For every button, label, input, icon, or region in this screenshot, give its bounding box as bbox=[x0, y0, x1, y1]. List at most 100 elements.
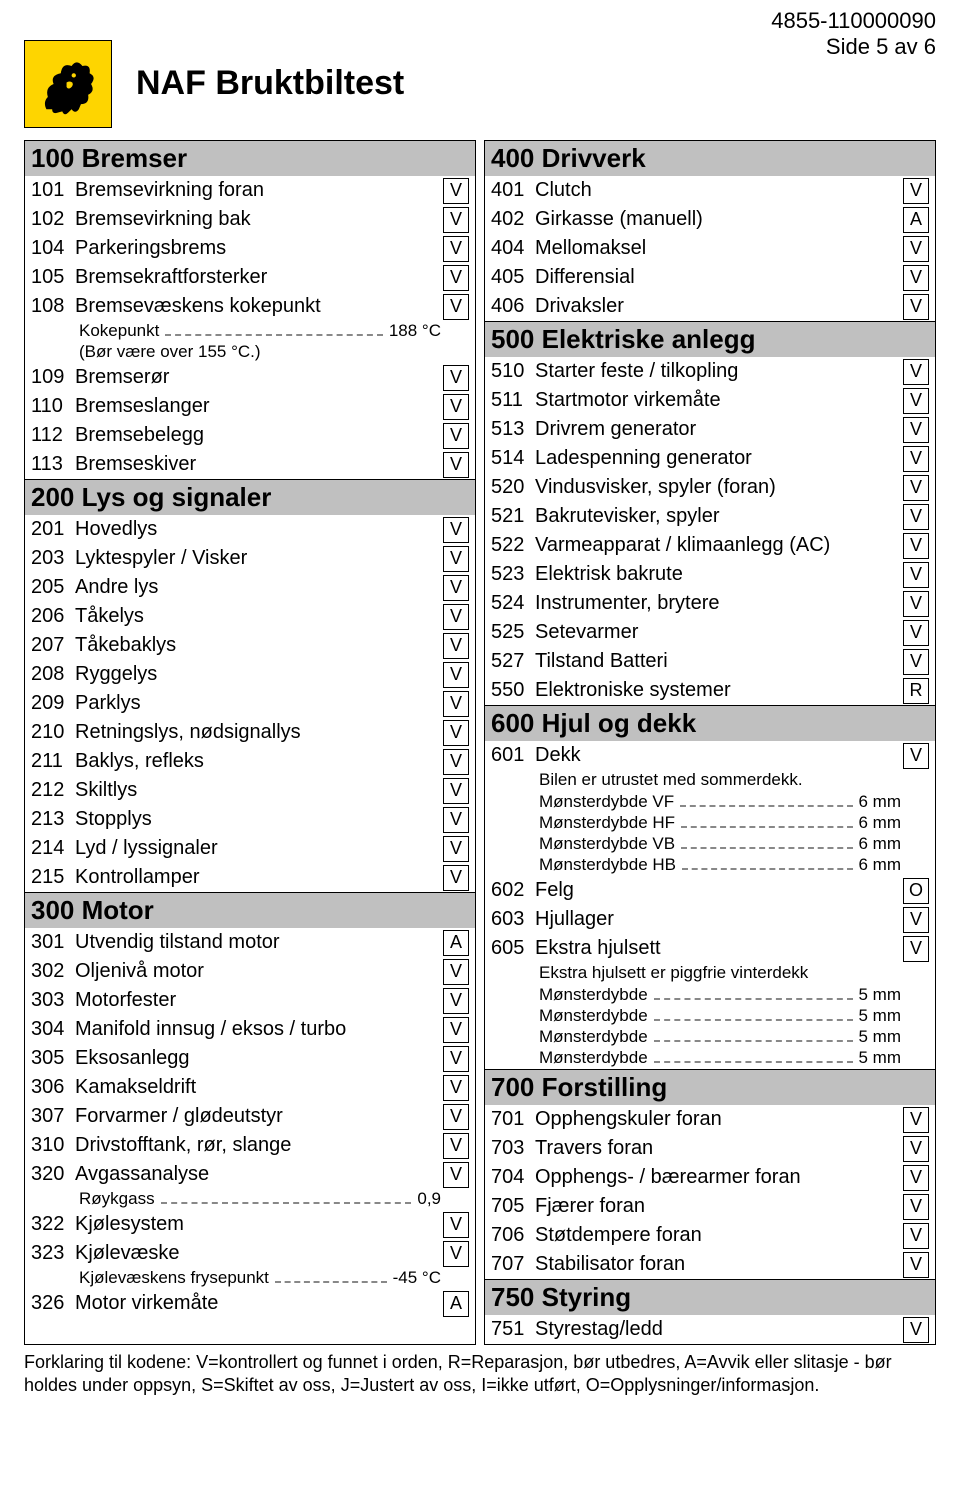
item-code: V bbox=[443, 1017, 469, 1043]
check-row: 520Vindusvisker, spyler (foran)V bbox=[485, 473, 935, 502]
dotted-leader bbox=[682, 868, 853, 870]
item-number: 602 bbox=[491, 879, 535, 902]
sub-value: 5 mm bbox=[859, 1006, 902, 1026]
item-label: Parkeringsbrems bbox=[75, 237, 443, 260]
item-label: Bremsevirkning bak bbox=[75, 208, 443, 231]
item-code: V bbox=[903, 388, 929, 414]
item-label: Varmeapparat / klimaanlegg (AC) bbox=[535, 534, 903, 557]
item-label: Bremsevæskens kokepunkt bbox=[75, 295, 443, 318]
item-code: V bbox=[903, 294, 929, 320]
check-row: 401ClutchV bbox=[485, 176, 935, 205]
item-number: 112 bbox=[31, 424, 75, 447]
item-label: Ryggelys bbox=[75, 663, 443, 686]
item-label: Tåkelys bbox=[75, 605, 443, 628]
item-number: 208 bbox=[31, 663, 75, 686]
item-label: Tåkebaklys bbox=[75, 634, 443, 657]
check-row: 109BremserørV bbox=[25, 363, 475, 392]
item-number: 108 bbox=[31, 295, 75, 318]
item-number: 303 bbox=[31, 989, 75, 1012]
item-code: V bbox=[443, 294, 469, 320]
sub-measurement: Mønsterdybde 5 mm bbox=[485, 985, 935, 1006]
item-number: 550 bbox=[491, 679, 535, 702]
sub-label: Røykgass bbox=[79, 1189, 155, 1209]
report-title: NAF Bruktbiltest bbox=[136, 64, 404, 103]
sub-measurement: Mønsterdybde HF6 mm bbox=[485, 813, 935, 834]
item-number: 306 bbox=[31, 1076, 75, 1099]
item-label: Drivrem generator bbox=[535, 418, 903, 441]
item-label: Bremsebelegg bbox=[75, 424, 443, 447]
item-label: Stabilisator foran bbox=[535, 1253, 903, 1276]
item-number: 302 bbox=[31, 960, 75, 983]
item-code: V bbox=[443, 365, 469, 391]
check-row: 326Motor virkemåteA bbox=[25, 1289, 475, 1318]
sub-note-text: (Bør være over 155 °C.) bbox=[79, 342, 261, 362]
item-number: 401 bbox=[491, 179, 535, 202]
item-label: Parklys bbox=[75, 692, 443, 715]
check-row: 510Starter feste / tilkoplingV bbox=[485, 357, 935, 386]
item-number: 304 bbox=[31, 1018, 75, 1041]
item-number: 601 bbox=[491, 744, 535, 767]
item-label: Instrumenter, brytere bbox=[535, 592, 903, 615]
sub-label: Mønsterdybde bbox=[539, 985, 648, 1005]
item-code: V bbox=[903, 236, 929, 262]
item-number: 201 bbox=[31, 518, 75, 541]
item-label: Utvendig tilstand motor bbox=[75, 931, 443, 954]
dotted-leader bbox=[681, 847, 852, 849]
item-code: V bbox=[903, 1136, 929, 1162]
check-row: 211Baklys, refleksV bbox=[25, 747, 475, 776]
item-label: Kjølevæske bbox=[75, 1242, 443, 1265]
sub-label: Kokepunkt bbox=[79, 321, 159, 341]
item-number: 406 bbox=[491, 295, 535, 318]
item-label: Elektrisk bakrute bbox=[535, 563, 903, 586]
item-number: 705 bbox=[491, 1195, 535, 1218]
section-header: 700 Forstilling bbox=[485, 1069, 935, 1105]
check-row: 402Girkasse (manuell)A bbox=[485, 205, 935, 234]
sub-value: 5 mm bbox=[859, 985, 902, 1005]
item-code: V bbox=[443, 1075, 469, 1101]
check-row: 302Oljenivå motorV bbox=[25, 957, 475, 986]
item-code: V bbox=[443, 265, 469, 291]
item-code: V bbox=[903, 359, 929, 385]
item-code: V bbox=[903, 1252, 929, 1278]
item-number: 214 bbox=[31, 837, 75, 860]
item-number: 322 bbox=[31, 1213, 75, 1236]
item-number: 703 bbox=[491, 1137, 535, 1160]
item-code: V bbox=[443, 452, 469, 478]
sub-measurement: Mønsterdybde5 mm bbox=[485, 1027, 935, 1048]
item-code: V bbox=[903, 591, 929, 617]
check-row: 213StopplysV bbox=[25, 805, 475, 834]
item-code: V bbox=[903, 620, 929, 646]
item-code: V bbox=[443, 778, 469, 804]
check-row: 113BremseskiverV bbox=[25, 450, 475, 479]
check-row: 215KontrollamperV bbox=[25, 863, 475, 892]
check-row: 102Bremsevirkning bakV bbox=[25, 205, 475, 234]
check-row: 550Elektroniske systemerR bbox=[485, 676, 935, 705]
check-row: 522Varmeapparat / klimaanlegg (AC)V bbox=[485, 531, 935, 560]
item-number: 206 bbox=[31, 605, 75, 628]
item-label: Differensial bbox=[535, 266, 903, 289]
sub-value: 0,9 bbox=[417, 1189, 441, 1209]
sub-measurement: Mønsterdybde HB6 mm bbox=[485, 855, 935, 876]
item-label: Startmotor virkemåte bbox=[535, 389, 903, 412]
check-row: 511Startmotor virkemåteV bbox=[485, 386, 935, 415]
item-label: Skiltlys bbox=[75, 779, 443, 802]
sub-value: 6 mm bbox=[859, 834, 902, 854]
check-row: 301Utvendig tilstand motorA bbox=[25, 928, 475, 957]
check-row: 306KamakseldriftV bbox=[25, 1073, 475, 1102]
item-code: O bbox=[903, 878, 929, 904]
item-number: 104 bbox=[31, 237, 75, 260]
item-number: 209 bbox=[31, 692, 75, 715]
check-row: 210Retningslys, nødsignallysV bbox=[25, 718, 475, 747]
check-row: 322KjølesystemV bbox=[25, 1210, 475, 1239]
check-row: 110BremseslangerV bbox=[25, 392, 475, 421]
item-number: 211 bbox=[31, 750, 75, 773]
check-row: 751Styrestag/leddV bbox=[485, 1315, 935, 1344]
section-header: 300 Motor bbox=[25, 892, 475, 928]
item-label: Lyd / lyssignaler bbox=[75, 837, 443, 860]
item-code: V bbox=[443, 604, 469, 630]
check-row: 603HjullagerV bbox=[485, 905, 935, 934]
item-number: 326 bbox=[31, 1292, 75, 1315]
section-header: 500 Elektriske anlegg bbox=[485, 321, 935, 357]
item-code: V bbox=[443, 207, 469, 233]
item-label: Stopplys bbox=[75, 808, 443, 831]
